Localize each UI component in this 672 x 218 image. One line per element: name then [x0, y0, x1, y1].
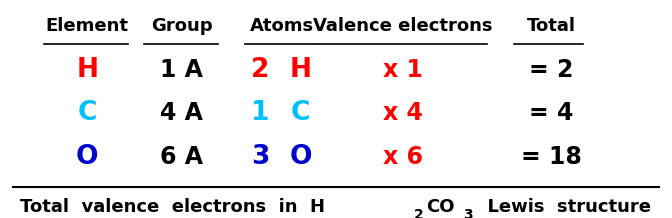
Text: 3: 3	[463, 208, 472, 218]
Text: H: H	[290, 57, 311, 83]
Text: Valence electrons: Valence electrons	[313, 17, 493, 35]
Text: Total  valence  electrons  in  H: Total valence electrons in H	[20, 198, 325, 216]
Text: O: O	[289, 144, 312, 170]
Text: Atoms: Atoms	[250, 17, 314, 35]
Text: = 18: = 18	[521, 145, 581, 169]
Text: 3: 3	[251, 144, 269, 170]
Text: Element: Element	[46, 17, 129, 35]
Text: x 6: x 6	[383, 145, 423, 169]
Text: = 2: = 2	[529, 58, 573, 82]
Text: 2: 2	[414, 208, 423, 218]
Text: x 1: x 1	[383, 58, 423, 82]
Text: 6 A: 6 A	[160, 145, 203, 169]
Text: 1: 1	[251, 100, 269, 126]
Text: C: C	[78, 100, 97, 126]
Text: 1 A: 1 A	[160, 58, 203, 82]
Text: CO: CO	[426, 198, 455, 216]
Text: C: C	[291, 100, 310, 126]
Text: H: H	[77, 57, 98, 83]
Text: O: O	[76, 144, 99, 170]
Text: 2: 2	[251, 57, 269, 83]
Text: Group: Group	[151, 17, 212, 35]
Text: = 4: = 4	[529, 101, 573, 125]
Text: Total: Total	[527, 17, 575, 35]
Text: 4 A: 4 A	[160, 101, 203, 125]
Text: Lewis  structure: Lewis structure	[476, 198, 664, 216]
Text: x 4: x 4	[383, 101, 423, 125]
